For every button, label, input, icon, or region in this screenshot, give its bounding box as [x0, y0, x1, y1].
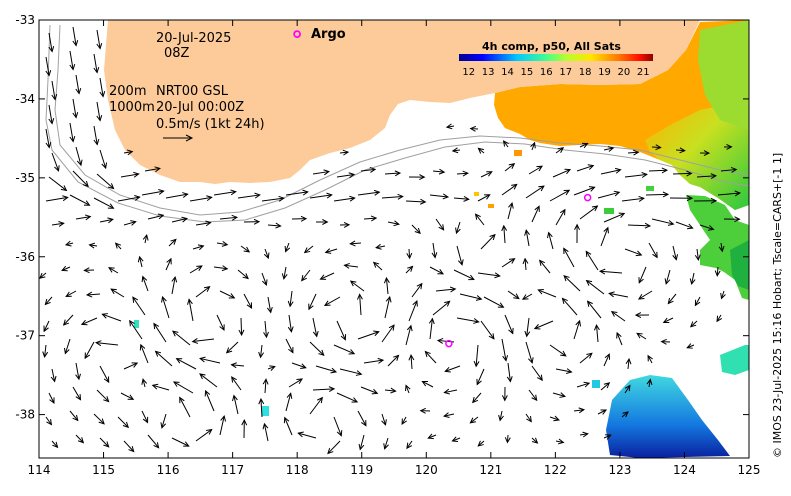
model-label: NRT00 GSL [156, 84, 229, 99]
sst-pixel [646, 186, 654, 191]
credit-label: © IMOS 23-Jul-2025 15:16 Hobart; Tscale=… [771, 153, 784, 458]
depth-1000-label: 1000m [109, 100, 155, 115]
colorbar-tick-label: 15 [521, 67, 534, 78]
y-tick-label: -35 [15, 171, 35, 185]
argo-legend-label: Argo [311, 27, 346, 42]
x-tick-label: 123 [608, 463, 631, 477]
colorbar-tick-label: 18 [579, 67, 592, 78]
y-tick-label: -34 [15, 92, 35, 106]
sst-colorbar [459, 54, 653, 61]
colorbar-tick-label: 13 [482, 67, 495, 78]
x-tick-label: 121 [479, 463, 502, 477]
colorbar-tick-label: 21 [637, 67, 650, 78]
sst-pixel [262, 406, 269, 416]
x-tick-label: 117 [221, 463, 244, 477]
time-label: 08Z [164, 46, 190, 61]
sst-pixel [514, 150, 522, 156]
x-tick-label: 125 [738, 463, 761, 477]
colorbar-tick-label: 12 [462, 67, 475, 78]
x-tick-label: 119 [350, 463, 373, 477]
x-tick-label: 114 [28, 463, 51, 477]
colorbar-tick-label: 17 [559, 67, 572, 78]
x-tick-label: 118 [286, 463, 309, 477]
sst-colorbar-title: 4h comp, p50, All Sats [482, 40, 621, 53]
sst-pixel [488, 204, 494, 208]
colorbar-tick-label: 14 [501, 67, 514, 78]
sst-pixel [592, 380, 600, 388]
sst-pixel [604, 208, 614, 214]
x-tick-label: 124 [673, 463, 696, 477]
scale-label: 0.5m/s (1kt 24h) [156, 117, 265, 132]
x-tick-label: 116 [157, 463, 180, 477]
depth-200-label: 200m [109, 84, 146, 99]
y-tick-label: -37 [15, 329, 35, 343]
sst-pixel [134, 320, 139, 328]
colorbar-tick-label: 20 [618, 67, 631, 78]
y-tick-label: -36 [15, 250, 35, 264]
y-tick-label: -38 [15, 408, 35, 422]
x-tick-label: 115 [92, 463, 115, 477]
colorbar-tick-label: 19 [598, 67, 611, 78]
sst-pixel [474, 192, 479, 196]
x-tick-label: 120 [415, 463, 438, 477]
y-tick-label: -33 [15, 13, 35, 27]
model-time-label: 20-Jul 00:00Z [156, 100, 244, 115]
x-tick-label: 122 [544, 463, 567, 477]
date-label: 20-Jul-2025 [156, 31, 231, 46]
colorbar-tick-label: 16 [540, 67, 553, 78]
